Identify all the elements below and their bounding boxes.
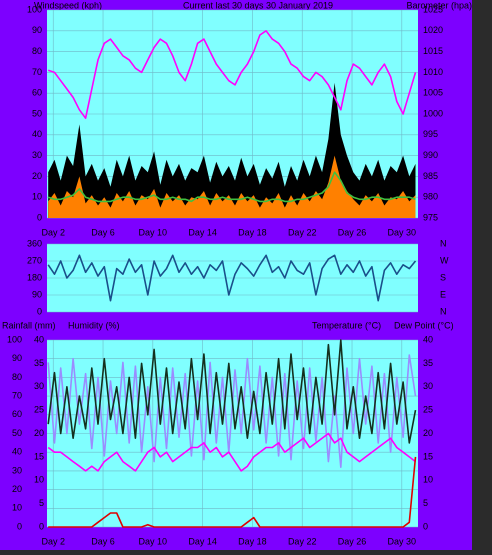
y2-tick-label: 5 <box>423 498 428 508</box>
x-tick-label: Day 10 <box>139 227 168 237</box>
y-tick-label: 50 <box>32 108 42 118</box>
y2-tick-label: 1025 <box>423 4 443 14</box>
title: Current last 30 days 30 January 2019 <box>183 0 333 10</box>
y-tick-label: 100 <box>7 334 22 344</box>
y-tick-label: 10 <box>12 503 22 513</box>
y-tick-label: 70 <box>32 67 42 77</box>
y-tick-label: 30 <box>12 465 22 475</box>
y2-tick-label: 1005 <box>423 88 443 98</box>
y2-tick-label: 0 <box>423 521 428 531</box>
x-tick-label: Day 22 <box>288 227 317 237</box>
line <box>47 30 417 119</box>
y-tick-label: 60 <box>12 409 22 419</box>
y2-tick-label: 35 <box>423 358 433 368</box>
y2-tick-label: 1015 <box>423 46 443 56</box>
x-tick-label: Day 2 <box>41 536 65 546</box>
y2-tick-label: N <box>440 306 447 316</box>
area <box>48 155 416 218</box>
line <box>48 456 417 528</box>
y2-tick-label: S <box>440 272 446 282</box>
line <box>47 339 417 444</box>
y-tick-label: 180 <box>27 272 42 282</box>
wind-axis-title: Windspeed (kph) <box>34 0 102 10</box>
x-tick-label: Day 30 <box>388 536 417 546</box>
x-tick-label: Day 26 <box>338 536 367 546</box>
y-tick-label: 80 <box>12 372 22 382</box>
x-tick-label: Day 18 <box>238 536 267 546</box>
y3-tick-label: 30 <box>34 381 44 391</box>
line <box>47 254 417 302</box>
y-tick-label: 60 <box>32 88 42 98</box>
y-tick-label: 80 <box>32 46 42 56</box>
y2-tick-label: 990 <box>423 150 438 160</box>
x-tick-label: Day 10 <box>139 536 168 546</box>
x-tick-label: Day 6 <box>91 227 115 237</box>
x-tick-label: Day 26 <box>338 227 367 237</box>
y-tick-label: 40 <box>12 447 22 457</box>
x-tick-label: Day 2 <box>41 227 65 237</box>
x-tick-label: Day 14 <box>188 227 217 237</box>
y2-tick-label: 25 <box>423 405 433 415</box>
dew-axis-title: Dew Point (°C) <box>394 320 454 330</box>
y3-tick-label: 40 <box>34 334 44 344</box>
y2-tick-label: 1010 <box>423 67 443 77</box>
y2-tick-label: E <box>440 289 446 299</box>
x-tick-label: Day 30 <box>388 227 417 237</box>
x-tick-label: Day 22 <box>288 536 317 546</box>
y-tick-label: 10 <box>32 192 42 202</box>
y2-tick-label: 10 <box>423 475 433 485</box>
y-tick-label: 40 <box>32 129 42 139</box>
rain-axis-title: Rainfall (mm) <box>2 320 56 330</box>
y-tick-label: 90 <box>12 353 22 363</box>
y-tick-label: 0 <box>37 306 42 316</box>
y-tick-label: 360 <box>27 238 42 248</box>
y2-tick-label: 980 <box>423 192 438 202</box>
y2-tick-label: 40 <box>423 334 433 344</box>
y-tick-label: 30 <box>32 150 42 160</box>
y-tick-label: 20 <box>12 484 22 494</box>
y-tick-label: 100 <box>27 4 42 14</box>
y2-tick-label: 1000 <box>423 108 443 118</box>
y-tick-label: 0 <box>37 212 42 222</box>
y2-tick-label: 995 <box>423 129 438 139</box>
y2-tick-label: 15 <box>423 451 433 461</box>
y2-tick-label: 30 <box>423 381 433 391</box>
y-tick-label: 0 <box>17 521 22 531</box>
y3-tick-label: 5 <box>39 498 44 508</box>
y3-tick-label: 25 <box>34 405 44 415</box>
y2-tick-label: 985 <box>423 171 438 181</box>
y2-tick-label: 1020 <box>423 25 443 35</box>
y3-tick-label: 10 <box>34 475 44 485</box>
line <box>47 432 416 472</box>
x-tick-label: Day 18 <box>238 227 267 237</box>
y2-tick-label: 975 <box>423 212 438 222</box>
y2-tick-label: 20 <box>423 428 433 438</box>
y-tick-label: 90 <box>32 25 42 35</box>
x-tick-label: Day 6 <box>91 536 115 546</box>
line <box>47 354 417 468</box>
area <box>48 82 416 218</box>
y-tick-label: 20 <box>32 171 42 181</box>
y-tick-label: 270 <box>27 255 42 265</box>
line <box>47 171 416 203</box>
humidity-axis-title: Humidity (%) <box>68 320 120 330</box>
y3-tick-label: 20 <box>34 428 44 438</box>
baro-axis-title: Barometer (hpa) <box>406 0 472 10</box>
y-tick-label: 70 <box>12 390 22 400</box>
y-tick-label: 90 <box>32 289 42 299</box>
y2-tick-label: N <box>440 238 447 248</box>
y-tick-label: 50 <box>12 428 22 438</box>
x-tick-label: Day 14 <box>188 536 217 546</box>
temp-axis-title: Temperature (°C) <box>312 320 381 330</box>
y2-tick-label: W <box>440 255 449 265</box>
y3-tick-label: 0 <box>39 521 44 531</box>
y3-tick-label: 35 <box>34 358 44 368</box>
y3-tick-label: 15 <box>34 451 44 461</box>
